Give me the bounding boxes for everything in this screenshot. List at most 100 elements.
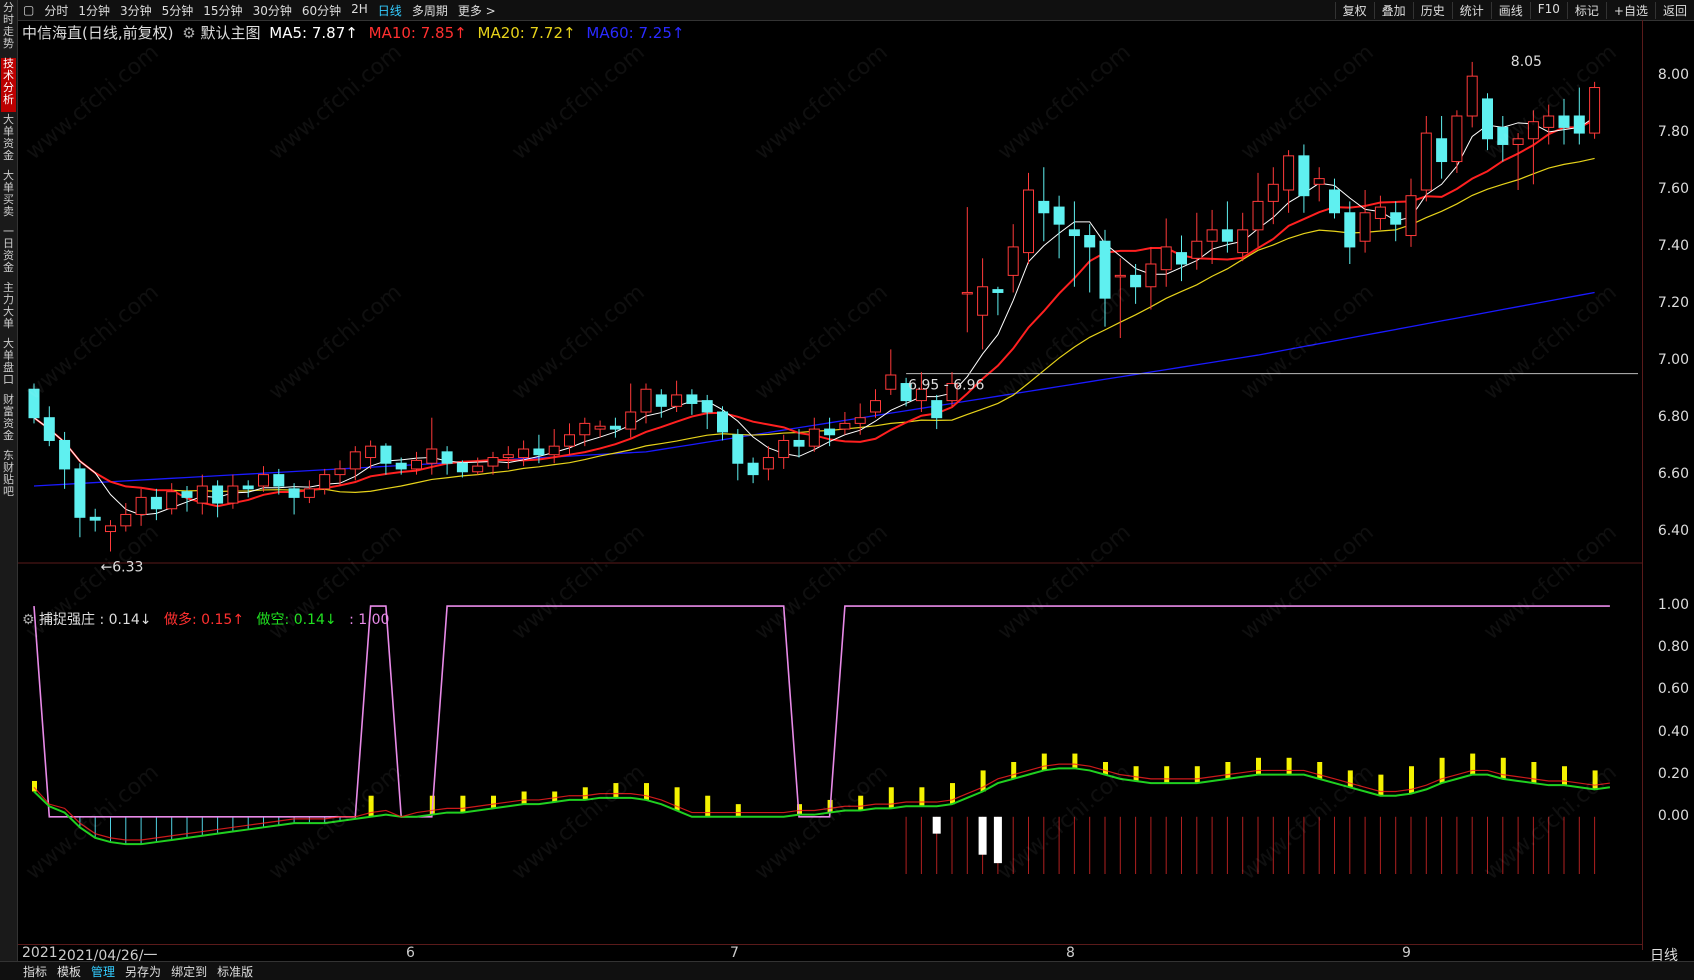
zuoduo-value: 做多: 0.15↑ (164, 612, 245, 628)
price-tick: 7.80 (1657, 124, 1689, 141)
candle-body (992, 289, 1004, 293)
candle-body (808, 428, 820, 447)
indicator-tick: 1.00 (1657, 597, 1689, 614)
high-annotation: 8.05 (1511, 54, 1542, 70)
candle-body (1145, 263, 1157, 288)
candle-body (655, 394, 667, 407)
bottom-btn-0[interactable]: 指标 (23, 964, 48, 979)
candle-body (472, 465, 484, 473)
candle-body (717, 411, 728, 433)
candle-body (854, 417, 866, 424)
tab-period-3[interactable]: 5分钟 (161, 3, 194, 18)
ind-yellow-bar (858, 795, 864, 811)
tab-period-8[interactable]: 日线 (377, 3, 402, 18)
bottom-btn-2[interactable]: 管理 (91, 964, 116, 979)
indicator-tick: 0.60 (1657, 681, 1689, 698)
gear-icon[interactable]: ⚙ (182, 24, 196, 42)
candle-body (1053, 206, 1065, 225)
candle-body (1007, 246, 1019, 276)
period-label[interactable]: 日线 (1650, 948, 1678, 964)
indicator-tick: 0.40 (1657, 723, 1689, 740)
gear-icon[interactable]: ⚙ (22, 612, 35, 628)
ind-yellow-bar (950, 783, 955, 805)
rail-item-2[interactable]: 大单资金 (3, 113, 14, 162)
toolbar-btn-6[interactable]: 标记 (1566, 1, 1606, 19)
toolbar-btn-8[interactable]: 返回 (1654, 1, 1694, 19)
candle-body (594, 425, 606, 430)
toolbar-btn-7[interactable]: +自选 (1605, 1, 1655, 19)
ind-yellow-bar (888, 787, 894, 809)
candle-body (1298, 155, 1310, 197)
date-tick: 9 (1402, 945, 1411, 961)
candle-body (1543, 115, 1555, 128)
candle-body (579, 422, 591, 436)
ind-yellow-bar (1256, 757, 1261, 775)
candle-body (502, 454, 514, 459)
candle-body (1497, 126, 1509, 145)
stock-title: 中信海直(日线,前复权) (22, 24, 174, 42)
rail-item-0[interactable]: 分时走势 (3, 1, 14, 50)
zuokong-value: 做空: 0.14↓ (256, 612, 337, 628)
tab-period-4[interactable]: 15分钟 (203, 3, 243, 18)
ma60-line (33, 291, 1595, 487)
toolbar-btn-0[interactable]: 复权 (1334, 1, 1374, 19)
candle-body (931, 400, 943, 419)
candle-body (273, 474, 285, 487)
tab-period-6[interactable]: 60分钟 (301, 3, 342, 18)
range-annotation: 6.95 - 6.96 (908, 378, 984, 394)
tab-period-0[interactable]: 分时 (44, 3, 69, 18)
ind-yellow-bar (919, 787, 925, 807)
ind-yellow-bar (1347, 770, 1353, 788)
tab-period-2[interactable]: 3分钟 (120, 3, 152, 18)
rail-item-1[interactable]: 技术分析 (1, 58, 16, 112)
ind-yellow-bar (1225, 762, 1231, 779)
candle-body (839, 422, 851, 430)
ind-yellow-bar (735, 804, 741, 817)
ind-yellow-bar (1072, 753, 1078, 769)
candle-body (518, 448, 530, 459)
tab-period-5[interactable]: 30分钟 (252, 3, 292, 18)
toolbar-btn-2[interactable]: 历史 (1412, 1, 1452, 19)
ind-yellow-bar (613, 783, 619, 798)
bottom-btn-5[interactable]: 标准版 (217, 964, 254, 979)
candle-body (1420, 132, 1432, 191)
window-icon[interactable]: ▢ (23, 3, 35, 17)
rail-item-5[interactable]: 主力大单 (3, 281, 14, 330)
ma60-value: MA60: 7.25↑ (586, 24, 685, 42)
rail-item-7[interactable]: 财富资金 (3, 393, 14, 442)
ind-red-line (33, 763, 1610, 841)
toolbar-btn-1[interactable]: 叠加 (1373, 1, 1413, 19)
toolbar-btn-5[interactable]: F10 (1529, 1, 1567, 19)
candle-body (961, 291, 973, 295)
ind-yellow-bar (1531, 762, 1537, 784)
tab-period-1[interactable]: 1分钟 (78, 3, 110, 18)
ind-pink-line (33, 605, 1610, 818)
chart-canvas[interactable]: ←6.33 8.05 6.95 - 6.96 (18, 20, 1642, 944)
candle-body (870, 400, 881, 413)
candle-body (1527, 121, 1539, 140)
rail-item-8[interactable]: 东财贴吧 (3, 449, 14, 498)
candle-body (1482, 98, 1493, 140)
candle-body (671, 394, 683, 407)
candle-body (181, 491, 193, 498)
tab-period-7[interactable]: 2H (351, 1, 368, 16)
ind-yellow-bar (1562, 766, 1567, 786)
rail-item-3[interactable]: 大单买卖 (3, 169, 14, 218)
candle-body (319, 474, 331, 490)
candle-body (793, 439, 805, 447)
rail-item-6[interactable]: 大单盘口 (3, 337, 14, 386)
indicator-name[interactable]: 捕捉强庄 (39, 612, 96, 628)
toolbar-btn-4[interactable]: 画线 (1490, 1, 1530, 19)
bottom-btn-4[interactable]: 绑定到 (171, 964, 208, 979)
candle-body (166, 491, 178, 510)
candle-body (74, 468, 86, 518)
template-name[interactable]: 默认主图 (200, 24, 261, 42)
ind-yellow-bar (1500, 757, 1506, 779)
bottom-btn-3[interactable]: 另存为 (125, 964, 162, 979)
bottom-btn-1[interactable]: 模板 (57, 964, 82, 979)
ind-white-bar (993, 816, 1002, 864)
tab-period-10[interactable]: 更多 > (457, 3, 496, 18)
toolbar-btn-3[interactable]: 统计 (1451, 1, 1491, 19)
tab-period-9[interactable]: 多周期 (411, 3, 448, 18)
rail-item-4[interactable]: 一日资金 (3, 225, 14, 274)
